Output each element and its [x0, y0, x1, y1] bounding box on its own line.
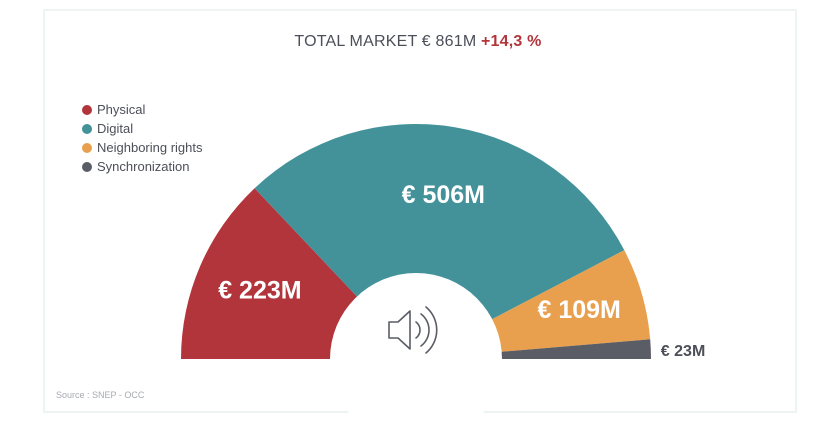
legend-label-physical: Physical: [97, 102, 146, 117]
legend-swatch-neighboring-rights: [82, 142, 92, 153]
value-label-synchronization: € 23M: [661, 343, 705, 360]
value-label-physical: € 223M: [218, 276, 301, 304]
chart-title: TOTAL MARKET € 861M +14,3 %: [0, 33, 836, 51]
donut-hole: [330, 273, 502, 432]
legend-label-neighboring-rights: Neighboring rights: [97, 140, 203, 155]
legend-swatch-physical: [82, 104, 92, 115]
slice-digital: [254, 123, 625, 359]
source-note: Source : SNEP - OCC: [56, 390, 145, 400]
speaker-icon: [388, 306, 438, 354]
total-market-label: TOTAL MARKET € 861M: [294, 33, 477, 50]
legend: Physical Digital Neighboring rights Sync…: [82, 100, 203, 176]
legend-label-synchronization: Synchronization: [97, 159, 190, 174]
value-label-neighboring-rights: € 109M: [538, 296, 621, 324]
legend-label-digital: Digital: [97, 121, 134, 136]
legend-item-digital: Digital: [82, 119, 203, 138]
chart-labels: € 223M € 506M € 109M € 23M: [218, 181, 705, 360]
legend-item-neighboring-rights: Neighboring rights: [82, 138, 203, 157]
legend-swatch-synchronization: [82, 161, 92, 172]
legend-item-physical: Physical: [82, 100, 203, 119]
legend-swatch-digital: [82, 123, 92, 134]
value-label-digital: € 506M: [402, 181, 485, 209]
growth-label: +14,3 %: [481, 33, 542, 50]
legend-item-synchronization: Synchronization: [82, 157, 203, 176]
